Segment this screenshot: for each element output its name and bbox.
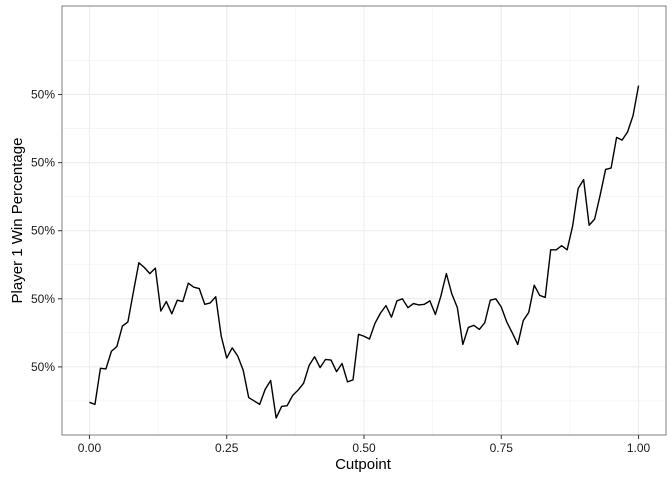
y-tick-label: 50% bbox=[31, 292, 55, 306]
y-tick-label: 50% bbox=[31, 88, 55, 102]
x-axis-title: Cutpoint bbox=[335, 456, 392, 473]
y-tick-label: 50% bbox=[31, 224, 55, 238]
x-axis: 0.00 0.25 0.50 0.75 1.00 bbox=[78, 435, 651, 455]
x-tick-label: 1.00 bbox=[627, 441, 651, 455]
x-tick-label: 0.50 bbox=[352, 441, 376, 455]
x-tick-label: 0.25 bbox=[215, 441, 239, 455]
y-tick-label: 50% bbox=[31, 156, 55, 170]
y-axis-title: Player 1 Win Percentage bbox=[9, 138, 26, 304]
x-tick-label: 0.75 bbox=[490, 441, 514, 455]
x-tick-label: 0.00 bbox=[78, 441, 102, 455]
y-tick-label: 50% bbox=[31, 360, 55, 374]
series-line bbox=[89, 85, 640, 419]
y-axis: 50% 50% 50% 50% 50% bbox=[31, 88, 62, 374]
grid-lines bbox=[62, 6, 666, 435]
